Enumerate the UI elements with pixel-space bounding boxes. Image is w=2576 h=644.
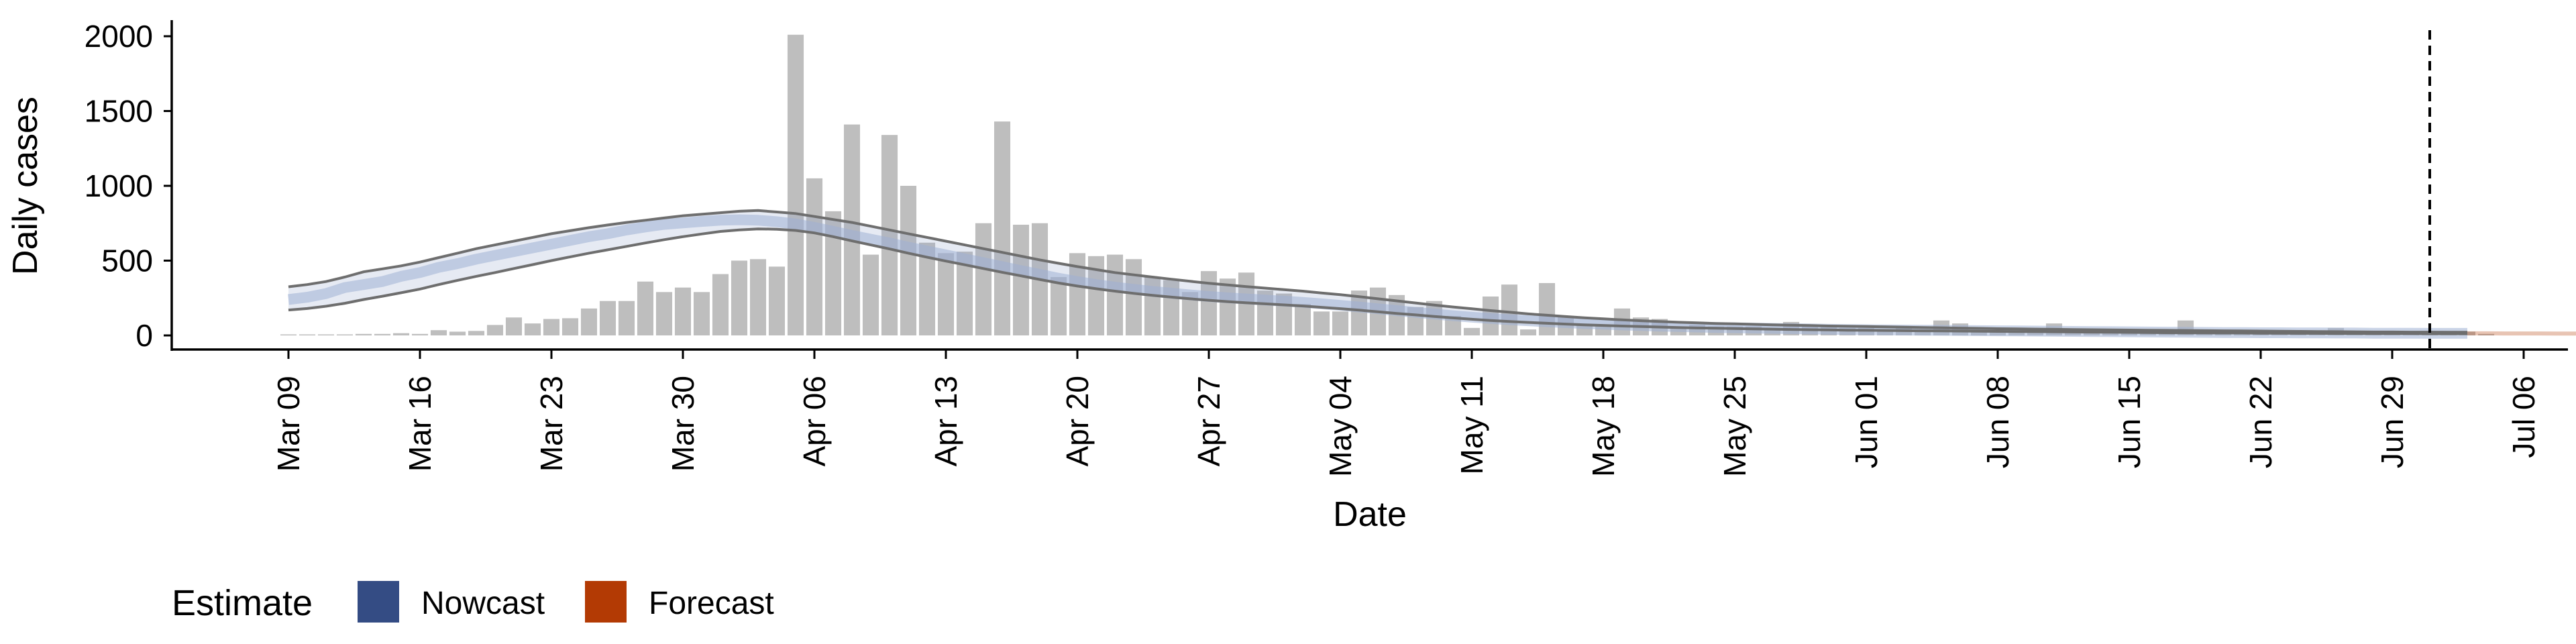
x-tick-label: Apr 13 [928,376,963,467]
y-tick-label: 500 [101,244,153,278]
x-tick-label: Apr 27 [1191,376,1226,467]
bar [317,334,335,335]
x-tick-label: Jun 15 [2112,376,2147,468]
bar [1332,311,1349,335]
x-axis-ticks: Mar 09 Mar 16 Mar 23 Mar 30 Apr 06 Apr 13 Apr … [271,350,2541,477]
bar [486,325,504,335]
bar [693,292,710,335]
x-tick-label: Jun 08 [1980,376,2015,468]
bar [599,301,616,335]
bar [862,254,879,335]
bar [994,121,1011,336]
x-tick-label: Jun 22 [2243,376,2278,468]
bar [543,319,560,335]
bar [806,178,823,335]
x-tick-label: May 18 [1586,376,1621,477]
x-tick-label: Jul 06 [2506,376,2541,458]
bar [1200,271,1218,335]
bar [768,266,786,335]
x-tick-label: Jun 01 [1849,376,1884,468]
y-axis-ticks: 0 500 1000 1500 2000 [85,19,172,353]
bar [1012,224,1030,335]
x-tick-label: Mar 16 [402,376,437,472]
bar [1125,259,1142,335]
x-tick-label: Apr 20 [1060,376,1095,467]
bar [1538,282,1556,335]
legend-title: Estimate [172,583,313,623]
y-tick-label: 0 [136,318,153,353]
bar [1313,311,1330,335]
legend-swatch-nowcast [358,581,399,623]
bar [411,333,429,335]
bar [618,301,635,335]
bar [975,223,992,335]
x-tick-label: May 11 [1454,376,1489,474]
bar [1463,327,1481,335]
bar [430,330,447,335]
bar [1050,277,1067,335]
bar [336,334,354,335]
legend: Estimate Nowcast Forecast [172,581,774,623]
x-tick-label: Mar 30 [665,376,700,472]
x-tick-label: Apr 06 [797,376,832,467]
y-tick-label: 1500 [85,94,153,129]
bar [731,260,748,335]
nowcast-upper-line [288,209,2467,334]
bar [468,331,485,335]
bar [674,287,692,335]
x-tick-label: Mar 09 [271,376,306,472]
x-tick-label: May 25 [1717,376,1752,477]
bar [1501,284,1518,335]
bar [1519,329,1537,335]
bar [524,323,541,335]
x-axis-title: Date [1333,495,1407,534]
y-axis-title: Daily cases [6,97,45,275]
bar [561,318,579,335]
x-tick-label: Jun 29 [2375,376,2410,468]
bar [505,317,523,335]
bar [1106,254,1124,335]
bars-layer [280,34,2495,336]
bar [449,331,466,336]
bar [2477,333,2495,335]
x-tick-label: Mar 23 [534,376,569,472]
bar [299,334,316,335]
legend-label-forecast: Forecast [649,586,774,621]
y-tick-label: 1000 [85,168,153,203]
bar [355,333,372,335]
bar [580,308,598,335]
plot-area: 0 500 1000 1500 2000 Mar 09 Mar 16 Mar 23 Mar 3… [85,19,2576,477]
nowcast-ribbon-layer [288,209,2576,339]
legend-swatch-forecast [585,581,627,623]
x-tick-label: May 04 [1323,376,1358,477]
bar [712,274,729,335]
y-tick-label: 2000 [85,19,153,54]
bar [1294,304,1311,335]
bar [1219,278,1236,335]
bar [787,34,804,336]
bar [900,186,917,335]
bar [749,259,767,335]
bar [280,334,297,335]
bar [937,253,955,335]
nowcast-lower-line [288,227,2467,335]
bar [655,292,673,335]
bar [374,333,391,335]
bar [637,281,654,335]
bar [881,135,898,335]
legend-label-nowcast: Nowcast [421,586,545,621]
bar [392,333,410,335]
